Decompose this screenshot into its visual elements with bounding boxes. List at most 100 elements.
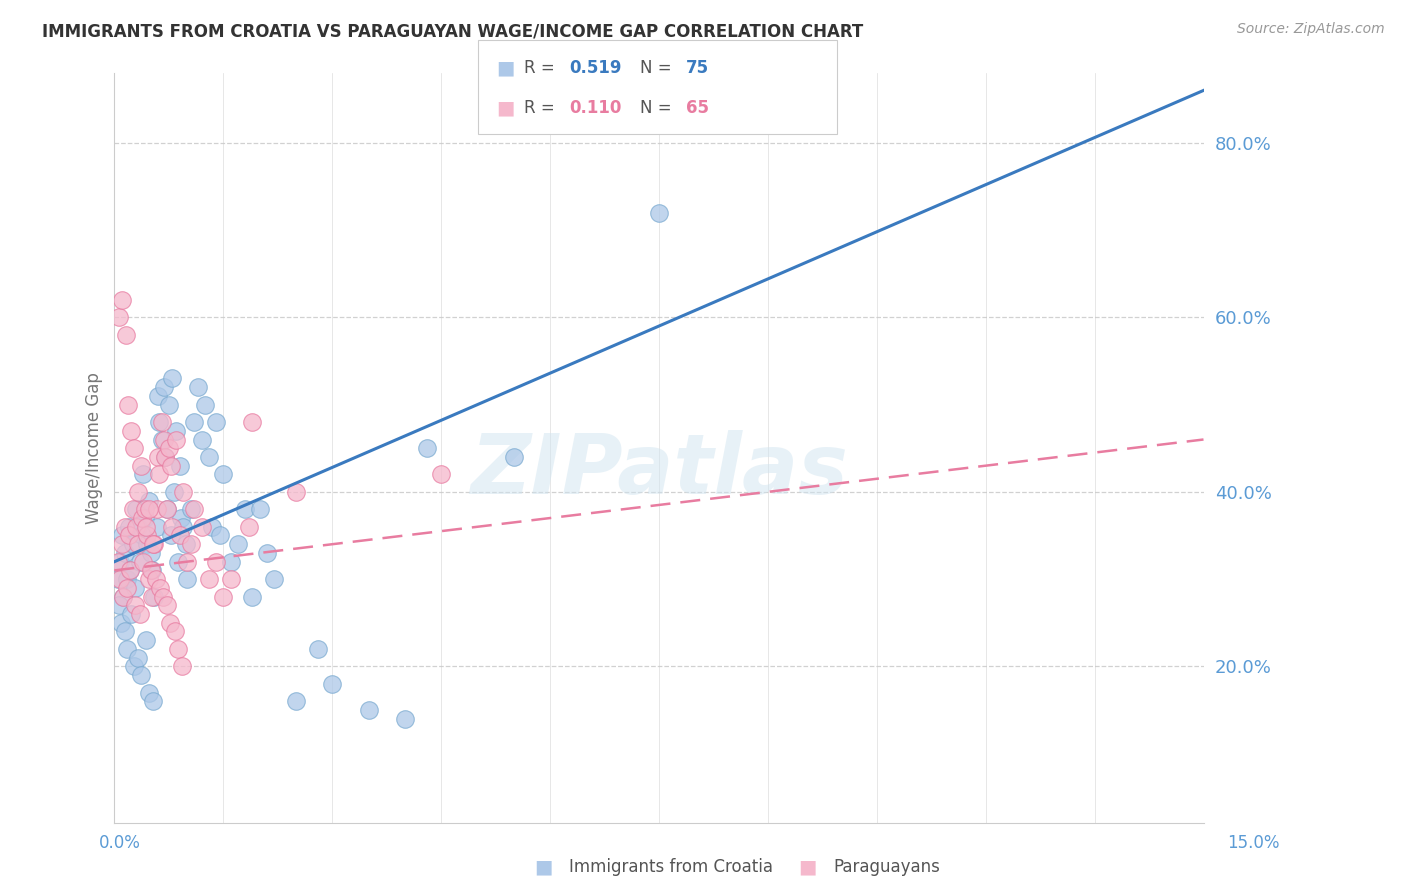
Point (143, 590, 166, 604)
Point (170, 659, 193, 673)
Text: 0.110: 0.110 (569, 99, 621, 117)
Point (170, 511, 193, 525)
Point (132, 467, 155, 482)
Point (190, 433, 212, 447)
Point (148, 415, 170, 429)
Point (110, 572, 132, 586)
Point (430, 467, 453, 482)
Point (139, 546, 162, 560)
Point (131, 511, 153, 525)
Point (240, 415, 263, 429)
Point (131, 528, 153, 542)
Point (256, 546, 278, 560)
Point (134, 511, 156, 525)
Text: ■: ■ (534, 857, 553, 877)
Text: N =: N = (640, 99, 676, 117)
Text: 0.0%: 0.0% (98, 834, 141, 852)
Point (180, 502, 202, 516)
Text: N =: N = (640, 60, 676, 78)
Point (135, 520, 157, 534)
Point (159, 615, 181, 630)
Point (176, 555, 198, 569)
Point (111, 528, 134, 542)
Point (394, 712, 416, 726)
Point (135, 633, 157, 648)
Point (127, 520, 149, 534)
Text: R =: R = (524, 99, 561, 117)
Point (357, 703, 380, 717)
Point (150, 415, 173, 429)
Point (219, 572, 242, 586)
Text: ZIPatlas: ZIPatlas (470, 430, 848, 511)
Text: ■: ■ (496, 59, 515, 78)
Point (115, 642, 138, 657)
Point (183, 415, 205, 429)
Point (157, 398, 180, 412)
Point (121, 502, 143, 516)
Point (117, 581, 139, 595)
Point (143, 537, 166, 551)
Point (146, 389, 169, 403)
Point (156, 502, 179, 516)
Text: 15.0%: 15.0% (1227, 834, 1279, 852)
Point (139, 563, 162, 577)
Point (165, 433, 187, 447)
Point (284, 484, 307, 499)
Point (165, 424, 187, 438)
Point (138, 502, 160, 516)
Point (138, 572, 160, 586)
Point (198, 450, 221, 464)
Point (166, 642, 188, 657)
Point (194, 398, 217, 412)
Point (249, 502, 271, 516)
Point (120, 563, 142, 577)
Point (238, 520, 260, 534)
Point (155, 450, 177, 464)
Point (502, 450, 524, 464)
Point (240, 590, 263, 604)
Point (226, 537, 249, 551)
Point (141, 563, 163, 577)
Point (190, 520, 212, 534)
Point (180, 537, 202, 551)
Point (160, 528, 183, 542)
Text: 75: 75 (686, 60, 709, 78)
Point (125, 520, 148, 534)
Point (117, 398, 139, 412)
Point (149, 581, 172, 595)
Point (138, 493, 160, 508)
Point (127, 537, 149, 551)
Point (648, 205, 671, 219)
Point (152, 590, 174, 604)
Point (132, 555, 155, 569)
Point (160, 458, 183, 473)
Point (307, 642, 329, 657)
Point (155, 450, 177, 464)
Point (205, 555, 228, 569)
Point (111, 537, 134, 551)
Point (111, 293, 134, 307)
Point (176, 572, 198, 586)
Point (284, 694, 307, 708)
Point (118, 528, 141, 542)
Text: IMMIGRANTS FROM CROATIA VS PARAGUAYAN WAGE/INCOME GAP CORRELATION CHART: IMMIGRANTS FROM CROATIA VS PARAGUAYAN WA… (42, 22, 863, 40)
Point (163, 624, 186, 639)
Point (107, 572, 129, 586)
Point (141, 590, 163, 604)
Point (172, 484, 194, 499)
Point (219, 555, 242, 569)
Point (205, 415, 228, 429)
Point (142, 694, 165, 708)
Point (169, 458, 191, 473)
Point (152, 380, 174, 394)
Point (163, 484, 186, 499)
Point (152, 433, 174, 447)
Point (110, 615, 132, 630)
Point (136, 537, 159, 551)
Point (198, 572, 221, 586)
Point (129, 668, 152, 682)
Point (114, 624, 136, 639)
Text: ■: ■ (496, 99, 515, 118)
Point (146, 450, 169, 464)
Point (145, 502, 167, 516)
